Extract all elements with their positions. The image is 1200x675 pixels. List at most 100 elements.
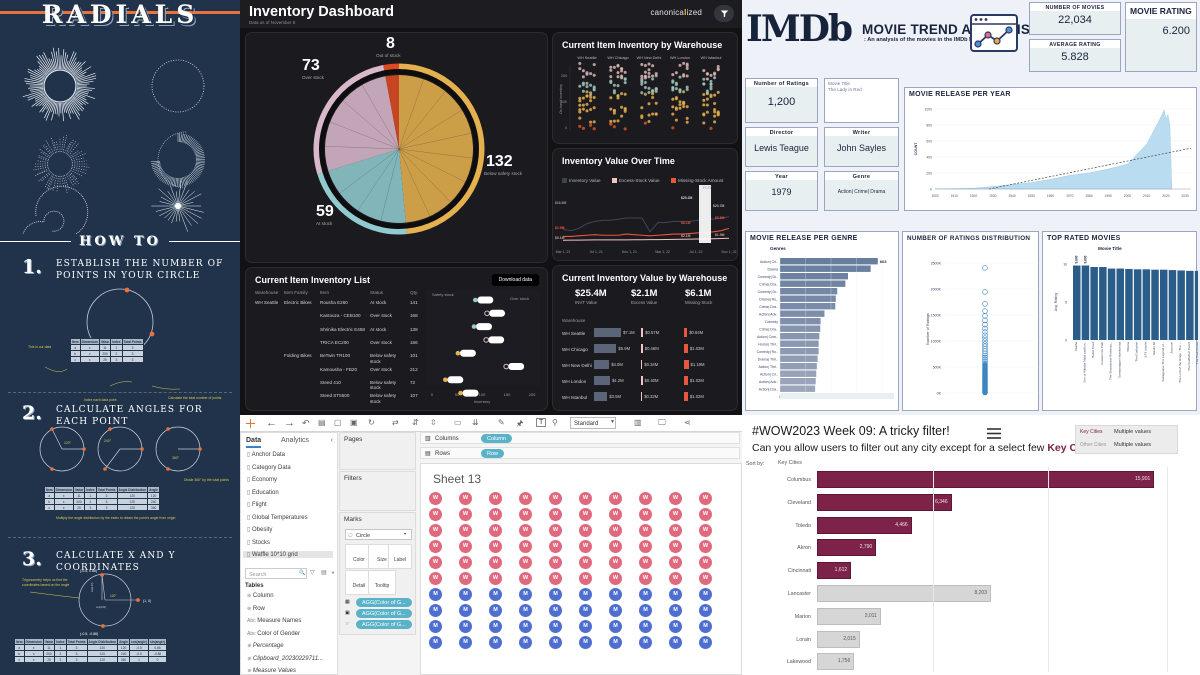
waffle-mark[interactable]: M (489, 588, 502, 601)
marks-tooltip-button[interactable]: Tooltip (368, 570, 396, 595)
waffle-mark[interactable]: W (549, 572, 562, 585)
waffle-mark[interactable]: W (609, 540, 622, 553)
waffle-mark[interactable]: M (519, 604, 532, 617)
forward-icon[interactable]: → (284, 417, 295, 429)
pencil-icon[interactable]: ✎ (498, 418, 505, 427)
tab-data[interactable]: Data (246, 437, 261, 448)
waffle-mark[interactable]: M (459, 636, 472, 649)
text-icon[interactable]: T (536, 418, 546, 427)
waffle-mark[interactable]: M (609, 604, 622, 617)
waffle-mark[interactable]: W (429, 524, 442, 537)
waffle-mark[interactable]: M (579, 636, 592, 649)
field-item[interactable]: ⊕ Row (247, 606, 265, 612)
waffle-mark[interactable]: M (489, 604, 502, 617)
waffle-mark[interactable]: W (639, 492, 652, 505)
pin-icon[interactable]: ⚲ (552, 418, 558, 427)
waffle-mark[interactable]: M (669, 620, 682, 633)
search-icon[interactable]: 🔍 (299, 570, 305, 576)
data-source-item[interactable]: ▯ Anchor Data (247, 451, 285, 458)
filter-legend[interactable]: Key Cities Multiple values Other Cities … (1075, 425, 1178, 454)
waffle-mark[interactable]: W (519, 524, 532, 537)
waffle-mark[interactable]: W (459, 540, 472, 553)
collapse-icon[interactable]: ‹ (331, 437, 333, 444)
waffle-mark[interactable]: W (699, 572, 712, 585)
mark-type-select[interactable]: Circle (345, 529, 412, 540)
waffle-mark[interactable]: W (579, 524, 592, 537)
waffle-mark[interactable]: W (609, 572, 622, 585)
waffle-mark[interactable]: M (699, 604, 712, 617)
waffle-mark[interactable]: W (669, 556, 682, 569)
waffle-mark[interactable]: M (519, 588, 532, 601)
waffle-mark[interactable]: M (699, 636, 712, 649)
waffle-mark[interactable]: M (579, 604, 592, 617)
waffle-mark[interactable]: W (579, 492, 592, 505)
undo-icon[interactable]: ↶ (302, 418, 310, 429)
chevron-down-icon[interactable]: ▼ (331, 570, 335, 575)
waffle-mark[interactable]: W (639, 508, 652, 521)
waffle-mark[interactable]: W (639, 524, 652, 537)
waffle-mark[interactable]: M (609, 620, 622, 633)
waffle-mark[interactable]: M (639, 604, 652, 617)
waffle-mark[interactable]: M (429, 620, 442, 633)
waffle-mark[interactable]: M (519, 620, 532, 633)
waffle-mark[interactable]: W (429, 540, 442, 553)
group-icon[interactable]: ▭ (454, 418, 462, 427)
waffle-mark[interactable]: W (519, 492, 532, 505)
data-source-item[interactable]: ▯ Global Temperatures (247, 514, 308, 521)
waffle-mark[interactable]: W (519, 556, 532, 569)
data-source-item[interactable]: ▯ Flight (247, 501, 267, 508)
clear-icon[interactable]: ↻ (368, 418, 375, 427)
waffle-mark[interactable]: W (429, 572, 442, 585)
data-source-item[interactable]: ▯ Education (247, 489, 279, 496)
waffle-mark[interactable]: M (429, 636, 442, 649)
sort-desc-icon[interactable]: ⇳ (430, 418, 437, 427)
waffle-mark[interactable]: W (699, 492, 712, 505)
waffle-mark[interactable]: M (669, 636, 682, 649)
marks-label-button[interactable]: Label (388, 544, 412, 569)
field-item[interactable]: Abc Color of Gender (247, 631, 300, 637)
waffle-mark[interactable]: W (669, 524, 682, 537)
waffle-mark[interactable]: M (639, 620, 652, 633)
waffle-mark[interactable]: W (609, 492, 622, 505)
waffle-mark[interactable]: W (459, 492, 472, 505)
waffle-mark[interactable]: W (579, 572, 592, 585)
chevron-down-icon[interactable]: ▾ (404, 531, 406, 536)
waffle-mark[interactable]: W (699, 508, 712, 521)
waffle-mark[interactable]: M (699, 620, 712, 633)
waffle-mark[interactable]: W (639, 572, 652, 585)
waffle-mark[interactable]: M (549, 636, 562, 649)
tab-analytics[interactable]: Analytics (281, 437, 309, 444)
field-item[interactable]: ⊕ Clipboard_20230229711... (247, 656, 323, 662)
waffle-mark[interactable]: M (579, 620, 592, 633)
mark-pill[interactable]: AGG(Color of G... (356, 609, 412, 618)
waffle-mark[interactable]: W (519, 508, 532, 521)
waffle-mark[interactable]: M (669, 588, 682, 601)
waffle-mark[interactable]: W (609, 524, 622, 537)
save-icon[interactable]: ▤ (318, 418, 326, 427)
waffle-mark[interactable]: W (489, 508, 502, 521)
columns-pill[interactable]: Column (481, 434, 512, 443)
filter-icon[interactable]: ▽ (310, 569, 315, 576)
new-sheet-icon[interactable]: ▢ (334, 418, 342, 427)
waffle-mark[interactable]: M (669, 604, 682, 617)
back-icon[interactable]: ← (266, 417, 277, 429)
presentation-icon[interactable]: 🖵 (658, 418, 666, 428)
waffle-mark[interactable]: M (459, 620, 472, 633)
data-source-item[interactable]: ▯ Stocks (247, 539, 270, 546)
waffle-mark[interactable]: M (519, 636, 532, 649)
field-item[interactable]: Abc Measure Names (247, 618, 301, 624)
columns-shelf[interactable]: ▥ Columns Column (420, 432, 740, 444)
waffle-mark[interactable]: M (549, 604, 562, 617)
waffle-mark[interactable]: W (579, 540, 592, 553)
hamburger-menu-icon[interactable] (986, 427, 1002, 445)
waffle-mark[interactable]: W (489, 556, 502, 569)
waffle-mark[interactable]: W (429, 492, 442, 505)
waffle-mark[interactable]: W (489, 572, 502, 585)
clip-icon[interactable]: 🖈 (516, 418, 523, 432)
sort-by-value[interactable]: Key Cities (778, 460, 802, 466)
waffle-mark[interactable]: W (549, 556, 562, 569)
waffle-mark[interactable]: W (459, 508, 472, 521)
data-source-item[interactable]: ▯ Waffle 10*10 grid (243, 551, 333, 558)
waffle-mark[interactable]: W (669, 492, 682, 505)
waffle-mark[interactable]: W (549, 492, 562, 505)
